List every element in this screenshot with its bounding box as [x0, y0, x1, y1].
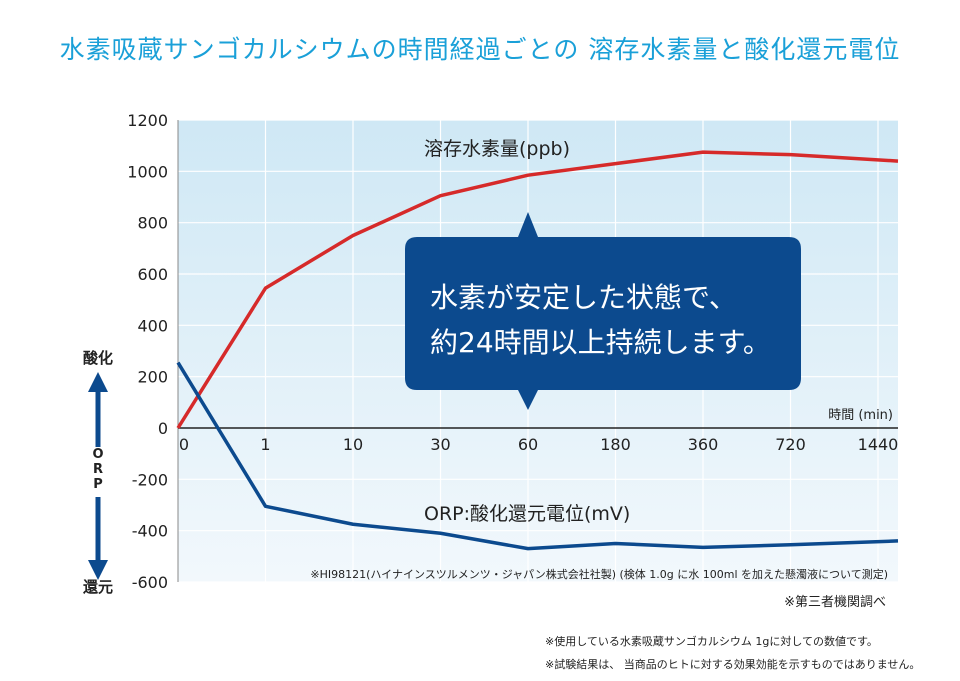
x-tick-label: 1	[260, 435, 270, 454]
footnote-2: ※試験結果は、 当商品のヒトに対する効果効能を示すものではありません。	[545, 658, 921, 671]
orp-top-label: 酸化	[83, 349, 113, 367]
y-tick-label: 400	[137, 316, 168, 335]
series-line-0	[176, 150, 899, 429]
series-line-1	[176, 361, 899, 551]
y-tick-label: 1000	[127, 162, 168, 181]
y-tick-label: -400	[132, 522, 168, 541]
x-tick-label: 180	[600, 435, 631, 454]
y-tick-label: 800	[137, 214, 168, 233]
page-title: 水素吸蔵サンゴカルシウムの時間経過ごとの 溶存水素量と酸化還元電位	[59, 35, 901, 64]
callout-line-1: 水素が安定した状態で、	[430, 281, 737, 314]
x-tick-label: 1440	[858, 435, 899, 454]
y-tick-label: -200	[132, 470, 168, 489]
callout-line-2: 約24時間以上持続します。	[430, 326, 771, 359]
y-tick-label: 0	[158, 419, 168, 438]
x-axis-label: 時間 (min)	[828, 408, 893, 423]
series	[176, 150, 899, 551]
x-tick-label: 360	[688, 435, 719, 454]
x-tick-label: 60	[518, 435, 538, 454]
y-tick-label: 1200	[127, 111, 168, 130]
x-tick-label: 0	[179, 435, 189, 454]
callout: 水素が安定した状態で、 約24時間以上持続します。	[405, 212, 801, 410]
x-tick-label: 10	[343, 435, 363, 454]
x-axis: 0 1 10 30 60 180 360 720 1440	[178, 427, 899, 454]
hydrogen-series-label: 溶存水素量(ppb)	[424, 138, 570, 160]
source-note: ※HI98121(ハイナインスツルメンツ・ジャパン株式会社社製) (検体 1.0…	[310, 567, 888, 581]
x-tick-label: 30	[430, 435, 450, 454]
orp-label-background	[88, 447, 108, 497]
orp-bottom-label: 還元	[83, 578, 113, 596]
y-tick-label: 200	[137, 368, 168, 387]
third-party-note: ※第三者機関調べ	[784, 595, 886, 610]
y-tick-label: 600	[137, 265, 168, 284]
footnote-1: ※使用している水素吸蔵サンゴカルシウム 1gに対しての数値です。	[545, 635, 878, 648]
callout-shape	[405, 212, 801, 410]
x-tick-label: 720	[775, 435, 806, 454]
orp-series-label: ORP:酸化還元電位(mV)	[424, 503, 630, 525]
y-tick-label: -600	[132, 573, 168, 592]
y-axis: 1200 1000 800 600 400 200 0 -200 -400 -600	[127, 111, 179, 592]
